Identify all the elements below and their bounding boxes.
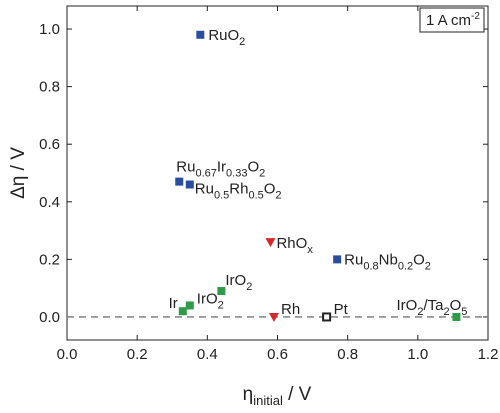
y-tick-label: 0.4 <box>39 194 60 211</box>
data-point <box>333 255 342 264</box>
data-point <box>185 301 194 310</box>
x-tick-label: 1.0 <box>407 346 428 363</box>
data-point <box>175 177 184 186</box>
point-label-part: 0.5 <box>248 190 263 202</box>
point-label-part: 2 <box>444 306 450 318</box>
point-label: IrO2 <box>197 290 224 311</box>
y-tick-label: 0.8 <box>39 79 60 96</box>
point-label-part: 0.67 <box>195 168 216 180</box>
point-label-part: Nb <box>379 251 398 268</box>
y-axis-title: Δη / V <box>8 147 29 199</box>
point-label: IrO2 <box>225 272 252 293</box>
x-axis-title-unit: / V <box>283 384 312 405</box>
point-label-part: 0.8 <box>363 260 378 272</box>
axis-ticks: 0.0 0.2 0.4 0.6 0.8 1.0 1.2 0.0 0.2 0.4 0.6 0.8 1.0 <box>39 6 498 363</box>
data-point <box>178 307 187 316</box>
point-label-part: O <box>413 251 425 268</box>
x-axis-title-sub: initial <box>253 393 283 408</box>
data-point <box>217 287 226 296</box>
plot-frame <box>66 5 489 341</box>
point-label-part: 2 <box>417 306 423 318</box>
point-label-part: 2 <box>246 281 252 293</box>
x-tick-label: 1.2 <box>478 346 499 363</box>
point-label-part: IrO <box>397 297 418 314</box>
y-tick-label: 1.0 <box>39 21 60 38</box>
point-label-part: Ru <box>344 251 363 268</box>
point-label: Ir <box>169 295 178 312</box>
data-points <box>175 30 461 322</box>
point-label-part: O <box>264 181 276 198</box>
point-label-part: IrO <box>225 272 246 289</box>
svg-text:1 A cm-2: 1 A cm-2 <box>426 11 480 29</box>
point-label-part: Ru <box>195 181 214 198</box>
annotation-sup: -2 <box>471 11 480 22</box>
x-tick-label: 0.4 <box>197 346 218 363</box>
point-label-part: 2 <box>425 260 431 272</box>
point-label-part: Ru <box>176 159 195 176</box>
point-label-part: IrO <box>197 290 218 307</box>
point-label-part: O <box>450 297 462 314</box>
data-point <box>185 180 194 189</box>
annotation-main: 1 A cm <box>426 12 471 29</box>
point-label: Pt <box>334 301 349 318</box>
point-label: Ru0.5Rh0.5O2 <box>195 181 282 202</box>
point-label-part: Pt <box>334 301 349 318</box>
point-label-part: RhO <box>276 235 307 252</box>
point-label-part: Rh <box>281 301 300 318</box>
data-point <box>196 30 205 39</box>
point-label: Rh <box>281 301 300 318</box>
y-tick-label: 0.2 <box>39 251 60 268</box>
point-label-part: Rh <box>229 181 248 198</box>
x-axis-title-main: η <box>243 384 254 405</box>
x-axis-title: ηinitial / V <box>243 384 312 408</box>
point-label-part: 2 <box>275 190 281 202</box>
point-label: IrO2/Ta2O5 <box>397 297 468 318</box>
point-label-part: 2 <box>239 36 245 48</box>
point-label-part: O <box>247 159 259 176</box>
point-label-part: Ir <box>217 159 226 176</box>
x-tick-label: 0.0 <box>57 346 78 363</box>
data-point <box>268 312 279 322</box>
data-point <box>265 238 276 248</box>
point-label-part: RuO <box>208 27 239 44</box>
point-label: RuO2 <box>208 27 245 48</box>
point-label-part: 0.33 <box>226 168 247 180</box>
point-label: RhOx <box>276 235 313 256</box>
point-label-part: 5 <box>461 306 467 318</box>
point-label-part: Ir <box>169 295 178 312</box>
data-point <box>452 312 461 321</box>
y-tick-label: 0.0 <box>39 309 60 326</box>
point-label-part: /Ta <box>423 297 444 314</box>
x-tick-label: 0.6 <box>267 346 288 363</box>
point-label-part: 0.2 <box>398 260 413 272</box>
point-label: Ru0.67Ir0.33O2 <box>176 159 265 180</box>
point-label-part: 2 <box>259 168 265 180</box>
point-labels: RuO2Ru0.67Ir0.33O2Ru0.5Rh0.5O2RhOxRu0.8N… <box>169 27 468 318</box>
x-tick-label: 0.2 <box>127 346 148 363</box>
point-label-part: x <box>307 244 313 256</box>
x-tick-label: 0.8 <box>337 346 358 363</box>
annotation-box: 1 A cm-2 <box>419 7 485 33</box>
point-label: Ru0.8Nb0.2O2 <box>344 251 431 272</box>
point-label-part: 2 <box>218 299 224 311</box>
y-tick-label: 0.6 <box>39 136 60 153</box>
point-label-part: 0.5 <box>214 190 229 202</box>
data-point <box>322 312 332 322</box>
